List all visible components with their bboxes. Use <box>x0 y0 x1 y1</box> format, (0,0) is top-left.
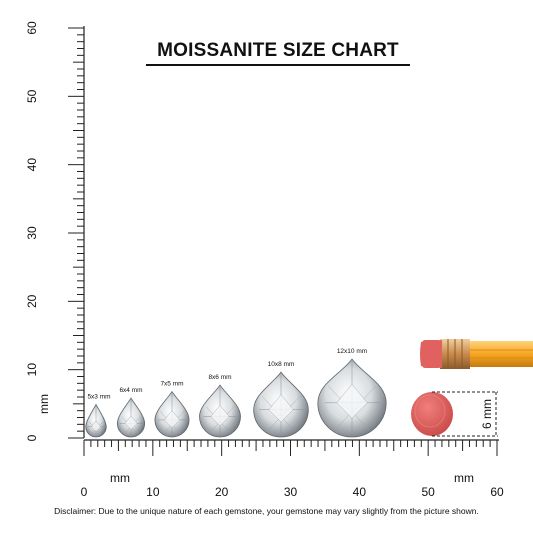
stone-size-label: 12x10 mm <box>337 348 367 355</box>
horizontal-tick-label: 60 <box>490 485 504 499</box>
eraser-icon <box>411 392 453 436</box>
chart-title: MOISSANITE SIZE CHART <box>146 40 410 66</box>
stone-size-label: 7x5 mm <box>160 381 183 388</box>
horizontal-unit-label-right: mm <box>454 471 474 485</box>
stone-size-label: 6x4 mm <box>119 387 142 394</box>
eraser-size-label: 6 mm <box>480 399 494 429</box>
stone-row: 5x3 mm 6x4 mm 7x5 mm 8x6 mm 10x8 mm 12x10 mm <box>85 348 387 438</box>
vertical-tick-label: 40 <box>25 158 39 172</box>
pear-gemstone-icon <box>253 371 309 438</box>
horizontal-tick-label: 0 <box>81 485 88 499</box>
horizontal-tick-label: 50 <box>421 485 435 499</box>
vertical-unit-label: mm <box>37 394 51 414</box>
stone-size-label: 8x6 mm <box>208 374 231 381</box>
vertical-tick-label: 50 <box>25 89 39 103</box>
pear-gemstone-icon <box>85 403 107 438</box>
pear-gemstone-icon <box>154 390 190 438</box>
eraser-dimension <box>432 391 498 437</box>
vertical-ruler: 0 10 20 30 40 50 60 <box>25 21 85 441</box>
horizontal-ruler: 0 10 20 30 40 50 60 <box>81 439 504 499</box>
pear-gemstone-icon <box>116 397 146 438</box>
horizontal-tick-label: 30 <box>284 485 298 499</box>
horizontal-tick-label: 20 <box>215 485 229 499</box>
vertical-tick-label: 10 <box>25 363 39 377</box>
pencil-icon <box>420 339 533 369</box>
vertical-tick-label: 30 <box>25 226 39 240</box>
pear-gemstone-icon <box>199 384 241 438</box>
vertical-tick-label: 0 <box>25 434 39 441</box>
pear-gemstone-icon <box>317 358 387 438</box>
horizontal-unit-label-left: mm <box>110 471 130 485</box>
vertical-tick-label: 20 <box>25 294 39 308</box>
stone-size-label: 5x3 mm <box>87 394 110 401</box>
stone-size-label: 10x8 mm <box>268 361 295 368</box>
vertical-tick-label: 60 <box>25 21 39 35</box>
disclaimer: Disclaimer: Due to the unique nature of … <box>54 506 479 516</box>
horizontal-tick-label: 40 <box>353 485 367 499</box>
horizontal-tick-label: 10 <box>146 485 160 499</box>
